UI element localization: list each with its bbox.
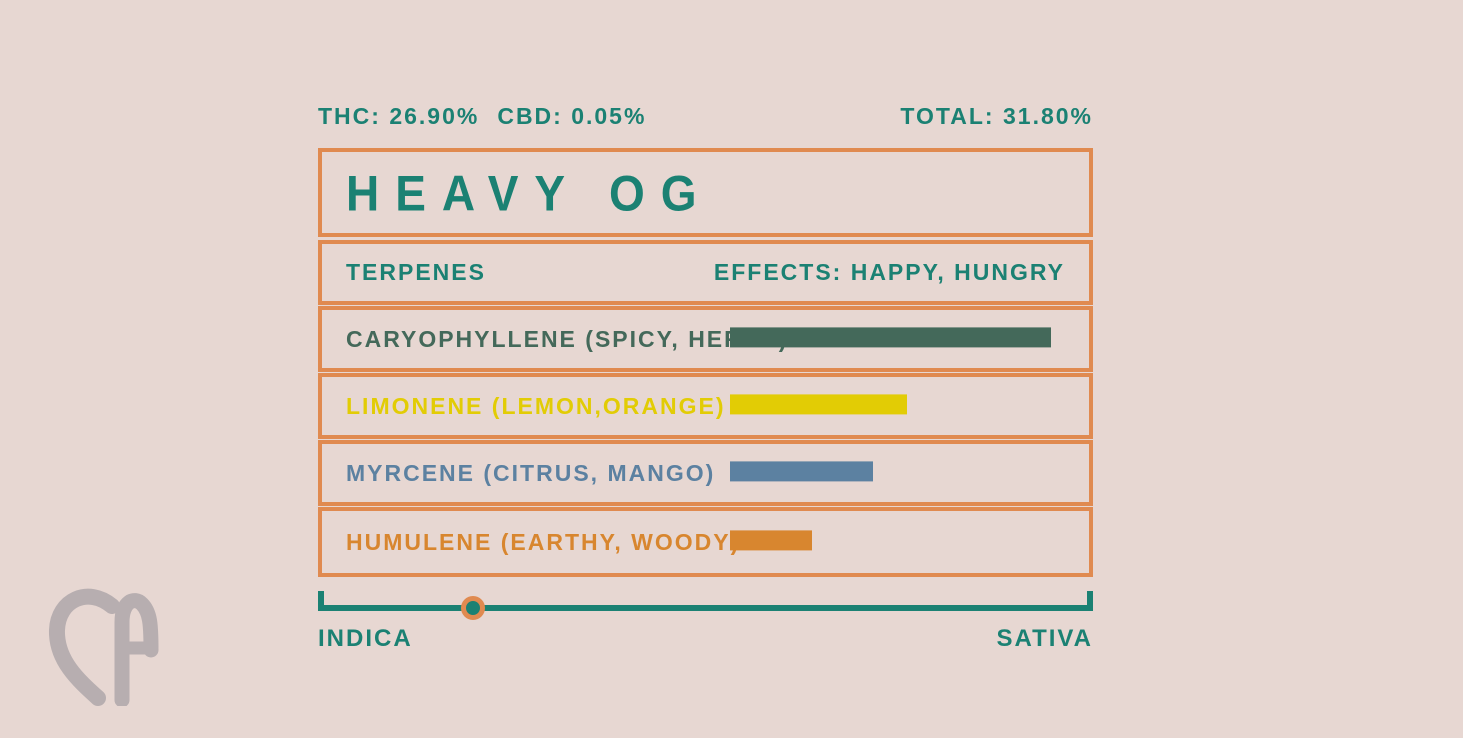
label-content: THC: 26.90% CBD: 0.05% TOTAL: 31.80% HEA… xyxy=(318,103,1093,703)
terpene-bar xyxy=(730,327,1051,348)
ca-monogram-strokes xyxy=(49,588,159,706)
indica-label: INDICA xyxy=(318,625,413,652)
spectrum-labels: INDICA SATIVA xyxy=(318,625,1093,653)
total-value: TOTAL: 31.80% xyxy=(900,103,1093,129)
terpene-row-limonene: LIMONENE (LEMON,ORANGE) xyxy=(318,373,1093,439)
terpene-label: MYRCENE (CITRUS, MANGO) xyxy=(346,459,716,486)
slider-right-endcap xyxy=(1087,591,1093,611)
slider-thumb[interactable] xyxy=(461,596,485,620)
terpene-row-humulene: HUMULENE (EARTHY, WOODY) xyxy=(318,507,1093,577)
terpene-bar xyxy=(730,461,874,482)
potency-left-group: THC: 26.90% CBD: 0.05% xyxy=(318,103,646,130)
terpene-bar-track xyxy=(730,327,1071,348)
terpenes-heading: TERPENES xyxy=(346,259,486,285)
terpenes-header-row: TERPENES EFFECTS: HAPPY, HUNGRY xyxy=(318,240,1093,305)
terpene-bar-track xyxy=(730,530,1071,551)
sativa-label: SATIVA xyxy=(996,625,1093,652)
effects-text: EFFECTS: HAPPY, HUNGRY xyxy=(713,259,1065,285)
slider-left-endcap xyxy=(318,591,324,611)
strain-name: HEAVY OG xyxy=(346,164,713,221)
cbd-value: CBD: 0.05% xyxy=(497,103,647,129)
terpene-label: CARYOPHYLLENE (SPICY, HERBS) xyxy=(346,325,789,352)
terpene-row-myrcene: MYRCENE (CITRUS, MANGO) xyxy=(318,440,1093,506)
terpene-bar-track xyxy=(730,461,1071,482)
indica-sativa-slider[interactable] xyxy=(318,589,1093,620)
thc-value: THC: 26.90% xyxy=(318,103,480,129)
potency-stats: THC: 26.90% CBD: 0.05% TOTAL: 31.80% xyxy=(318,103,1093,130)
terpene-bar-track xyxy=(730,394,1071,415)
terpene-bar xyxy=(730,394,908,415)
terpene-label: HUMULENE (EARTHY, WOODY) xyxy=(346,528,741,555)
terpene-row-caryophyllene: CARYOPHYLLENE (SPICY, HERBS) xyxy=(318,306,1093,372)
ca-heart-logo xyxy=(49,588,159,706)
slider-track[interactable] xyxy=(318,605,1093,611)
terpene-label: LIMONENE (LEMON,ORANGE) xyxy=(346,392,726,419)
strain-title-box: HEAVY OG xyxy=(318,148,1093,237)
terpene-bar xyxy=(730,530,812,551)
